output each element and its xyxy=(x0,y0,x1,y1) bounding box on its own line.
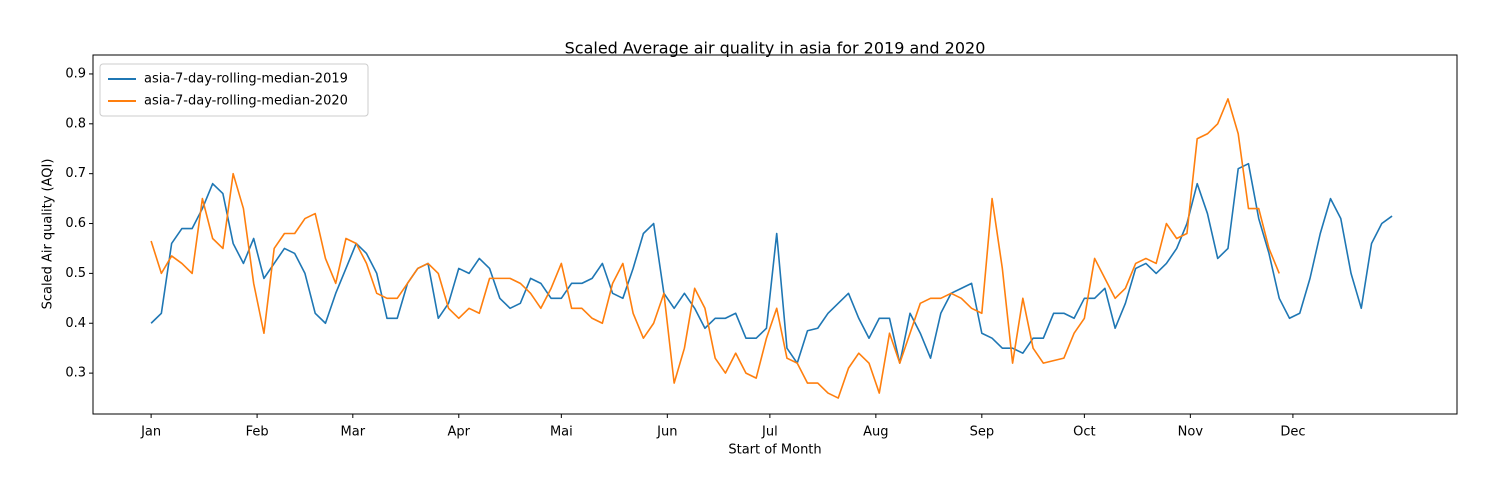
plot-frame xyxy=(92,54,1458,415)
x-tick-label: Aug xyxy=(863,425,888,440)
y-tick-label: 0.6 xyxy=(65,216,86,231)
legend-label: asia-7-day-rolling-median-2019 xyxy=(144,72,348,87)
x-tick-label: Oct xyxy=(1073,425,1095,440)
x-tick-label: Nov xyxy=(1178,425,1204,440)
y-tick-label: 0.4 xyxy=(65,316,86,331)
x-axis-label: Start of Month xyxy=(728,443,821,458)
chart-title: Scaled Average air quality in asia for 2… xyxy=(565,39,986,58)
y-tick-label: 0.8 xyxy=(65,116,86,131)
x-tick-label: Jun xyxy=(656,425,677,440)
x-tick-label: Mai xyxy=(550,425,573,440)
y-tick-label: 0.9 xyxy=(65,66,86,81)
y-axis-label: Scaled Air quality (AQI) xyxy=(41,159,56,310)
legend-label: asia-7-day-rolling-median-2020 xyxy=(144,94,348,109)
x-tick-label: Dec xyxy=(1280,425,1305,440)
legend: asia-7-day-rolling-median-2019 asia-7-day… xyxy=(99,63,369,117)
data-line xyxy=(150,98,1280,399)
legend-box xyxy=(99,63,369,117)
y-tick-label: 0.7 xyxy=(65,166,86,181)
x-tick-label: Jul xyxy=(761,425,778,440)
x-tick-label: Sep xyxy=(970,425,995,440)
x-tick-label: Jan xyxy=(140,425,161,440)
x-tick-label: Mar xyxy=(341,425,366,440)
y-tick-label: 0.5 xyxy=(65,266,86,281)
x-tick-label: Feb xyxy=(246,425,269,440)
y-tick-label: 0.3 xyxy=(65,366,86,381)
data-line xyxy=(150,162,1393,364)
x-tick-label: Apr xyxy=(448,425,471,440)
